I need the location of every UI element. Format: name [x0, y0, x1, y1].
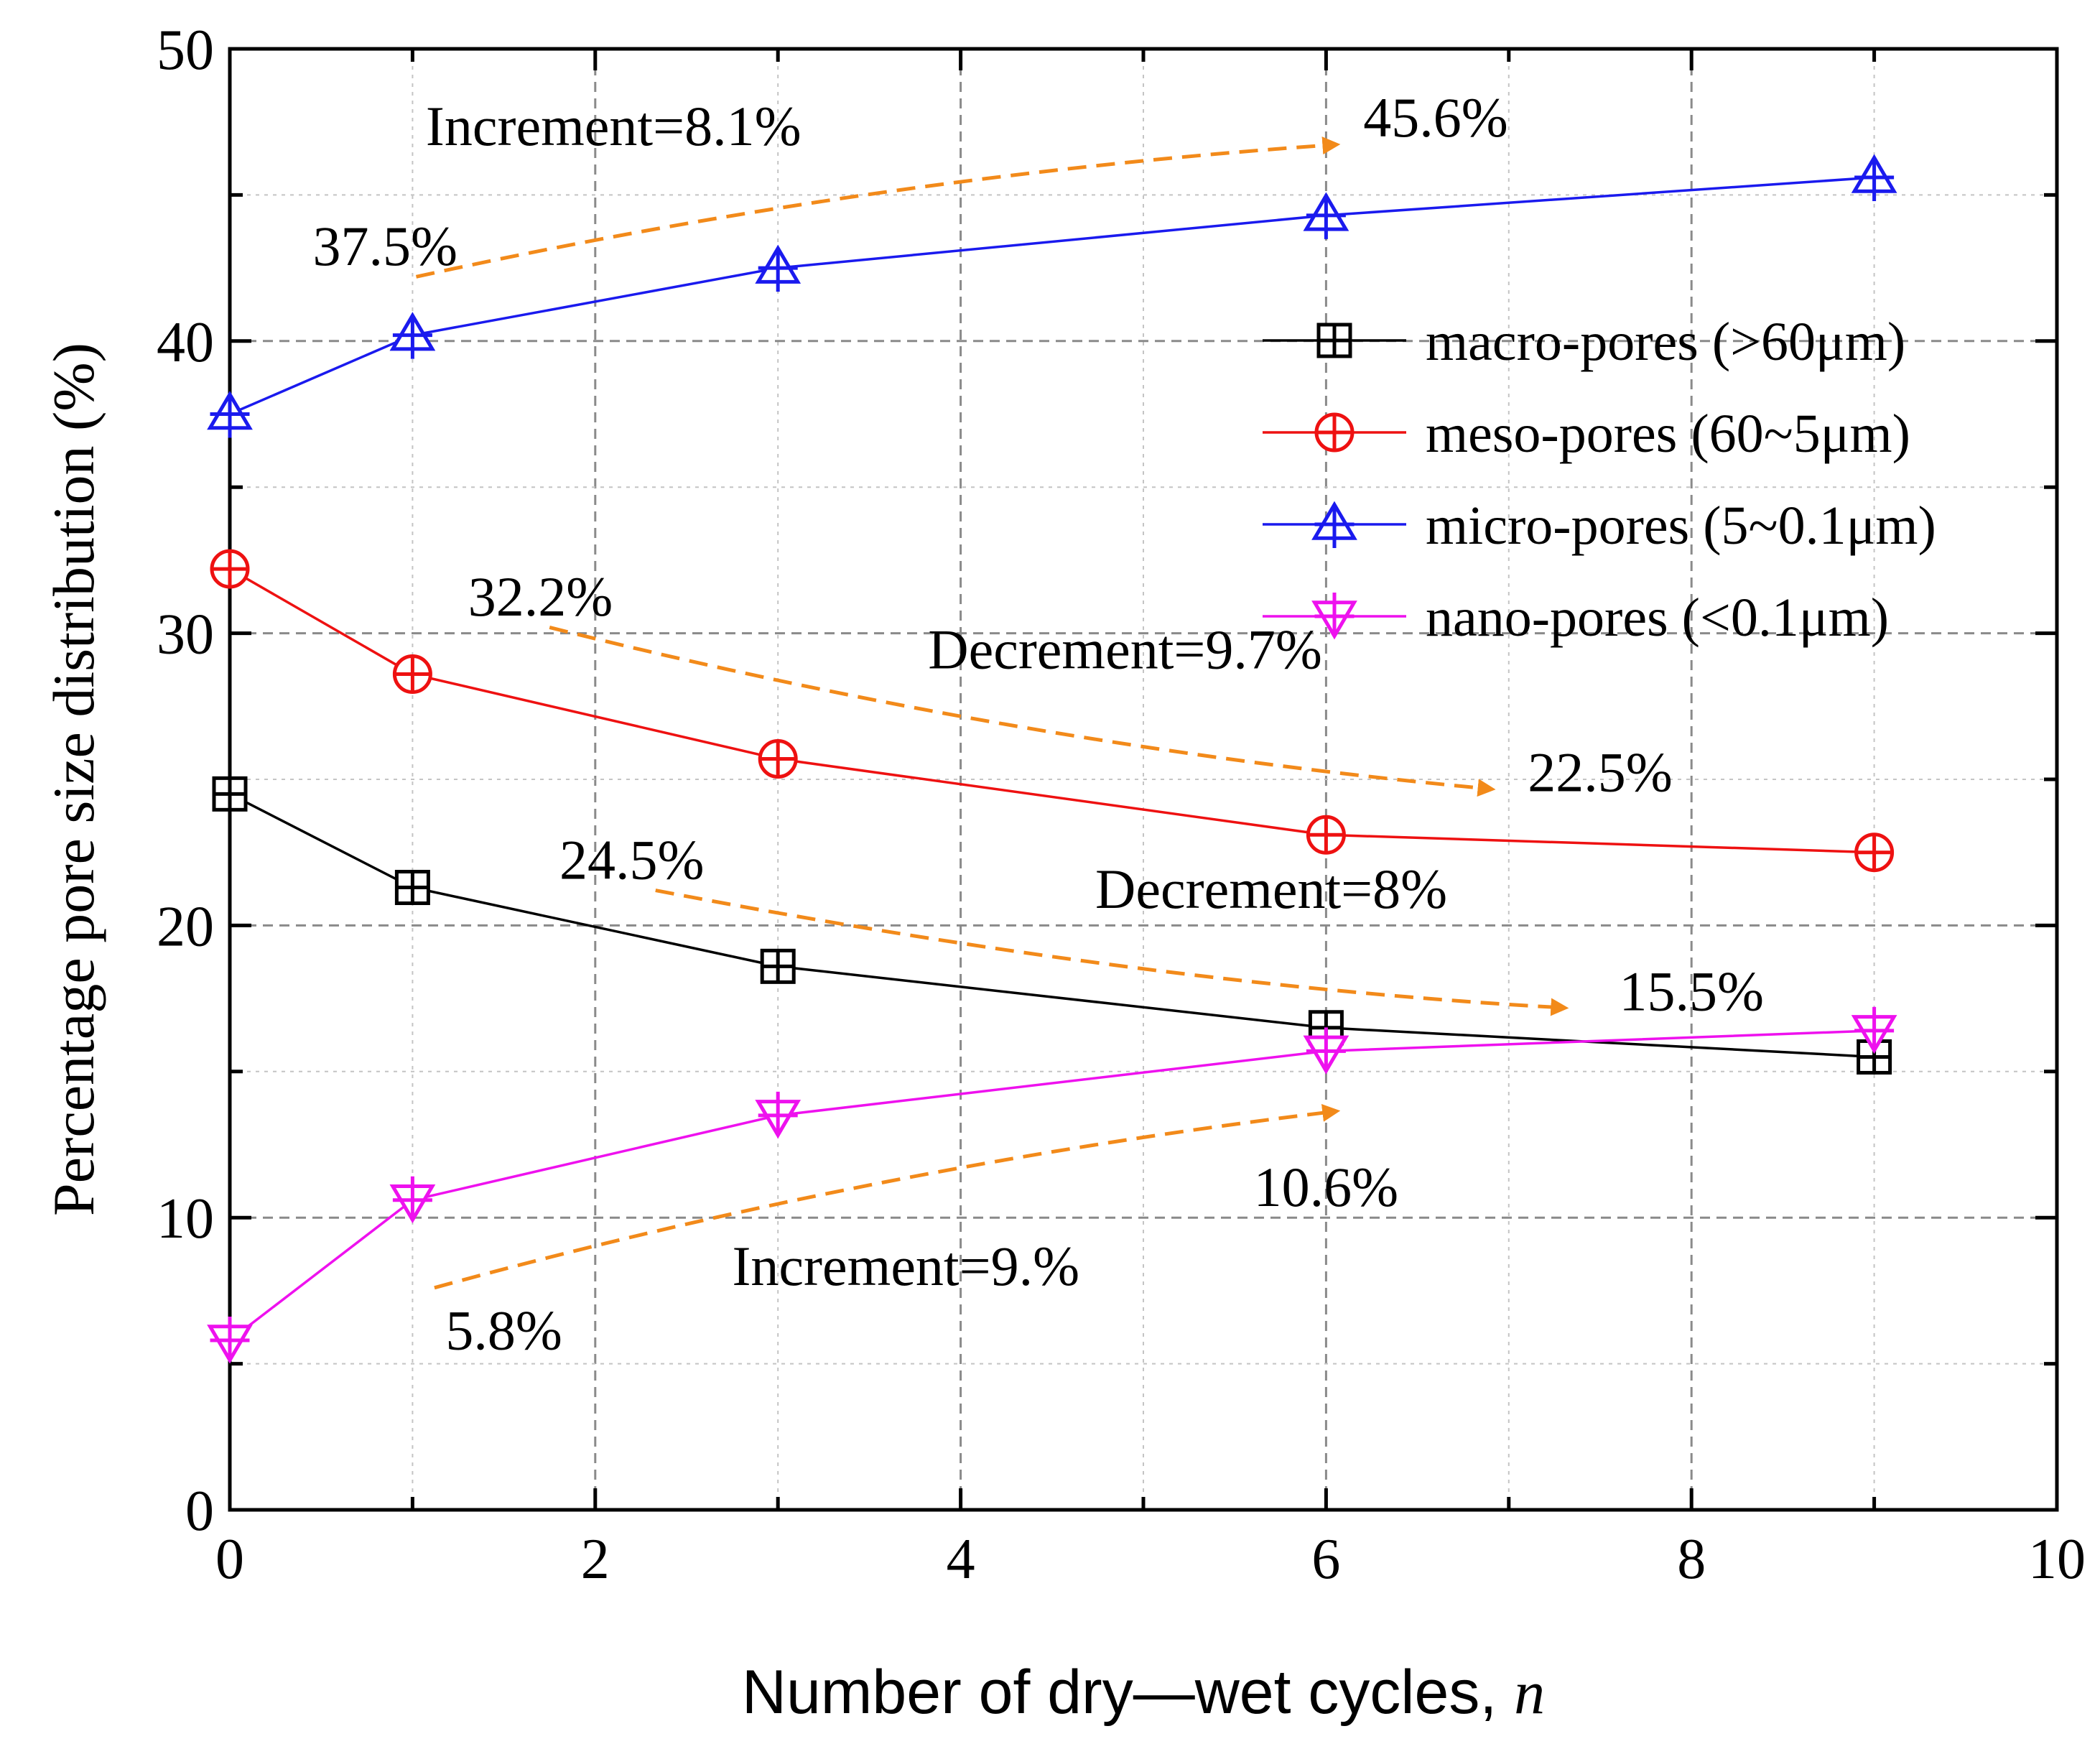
series: [207, 154, 1897, 1364]
x-tick-label: 0: [215, 1528, 244, 1591]
legend-marker: [1311, 501, 1357, 548]
y-tick-label: 10: [157, 1187, 214, 1251]
x-tick-label: 10: [2028, 1528, 2086, 1591]
data-point: [389, 1176, 436, 1224]
series-nano-pores: [207, 1006, 1897, 1364]
legend-marker: [1314, 412, 1355, 453]
data-point: [755, 244, 802, 292]
macro-decrement-arrow: [655, 889, 1569, 1016]
annotation-label: Increment=9.%: [732, 1235, 1079, 1297]
data-point: [755, 1091, 802, 1139]
legend-label: meso-pores (60~5μm): [1426, 404, 1910, 464]
data-point: [207, 391, 253, 438]
annotation-label: 37.5%: [312, 215, 457, 277]
series-micro-pores: [207, 154, 1897, 438]
annotation-label: Increment=8.1%: [426, 95, 802, 157]
data-point: [212, 776, 248, 812]
annotation-label: 24.5%: [559, 828, 704, 891]
data-point: [207, 1317, 253, 1364]
annotation-label: 15.5%: [1619, 960, 1763, 1022]
legend-label: micro-pores (5~0.1μm): [1426, 496, 1936, 556]
annotation-label: 10.6%: [1254, 1156, 1398, 1218]
legend-marker: [1311, 593, 1357, 640]
data-point: [1851, 1006, 1897, 1054]
data-point: [1851, 154, 1897, 201]
legend-item: meso-pores (60~5μm): [1263, 404, 1910, 464]
x-tick-label: 6: [1311, 1528, 1340, 1591]
legend-label: nano-pores (<0.1μm): [1426, 588, 1889, 648]
data-point: [1303, 192, 1349, 239]
annotation-label: 5.8%: [445, 1299, 562, 1361]
data-point: [758, 739, 798, 779]
legend-marker: [1316, 323, 1352, 358]
x-tick-label: 2: [581, 1528, 610, 1591]
y-tick-label: 20: [157, 895, 214, 958]
y-tick-label: 40: [157, 311, 214, 374]
annotation-label: 32.2%: [468, 565, 613, 628]
data-point: [760, 948, 796, 984]
x-axis-title-variable: n: [1514, 1658, 1545, 1727]
annotation-label: 22.5%: [1528, 741, 1672, 803]
legend-item: macro-pores (>60μm): [1263, 312, 1905, 372]
legend-item: nano-pores (<0.1μm): [1263, 588, 1889, 648]
meso-decrement-arrow: [549, 626, 1496, 797]
data-point: [392, 654, 432, 695]
data-point: [1303, 1027, 1349, 1075]
grid-lines: [230, 49, 2057, 1510]
legend-item: micro-pores (5~0.1μm): [1263, 496, 1936, 556]
annotations: Increment=8.1% 37.5% 45.6% 32.2% Decrement=9…: [312, 86, 1763, 1361]
axis-ticks: 0 2 4 6 8 10 0 10 20 30 40 50: [157, 19, 2086, 1591]
x-tick-label: 4: [947, 1528, 975, 1591]
series-meso-pores: [210, 549, 1895, 873]
series-line: [229, 176, 1874, 416]
annotation-label: Decrement=8%: [1095, 858, 1447, 920]
data-point: [394, 870, 430, 906]
annotation-label: Decrement=9.7%: [928, 618, 1322, 680]
legend-label: macro-pores (>60μm): [1426, 312, 1905, 372]
trend-arrows: [415, 136, 1569, 1290]
annotation-label: 45.6%: [1363, 86, 1507, 149]
y-tick-label: 50: [157, 19, 214, 82]
data-point: [1306, 815, 1346, 855]
data-point: [389, 312, 436, 359]
data-point: [1854, 832, 1895, 873]
y-tick-label: 0: [185, 1480, 214, 1543]
x-tick-label: 8: [1677, 1528, 1706, 1591]
x-axis-title: Number of dry—wet cycles, n: [742, 1658, 1545, 1727]
x-axis-title-text: Number of dry—wet cycles,: [742, 1658, 1514, 1727]
micro-increment-arrow: [415, 136, 1341, 279]
y-tick-label: 30: [157, 603, 214, 667]
data-point: [210, 549, 250, 589]
legend: macro-pores (>60μm) meso-pores (60~5μm) mi…: [1263, 312, 1936, 648]
y-axis-title: Percentage pore size distribution (%): [41, 343, 106, 1216]
